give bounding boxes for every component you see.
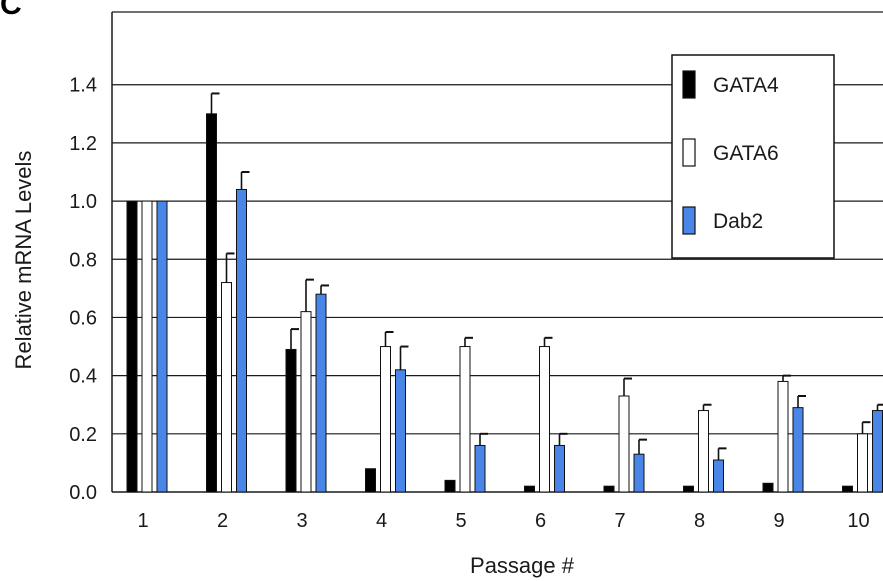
bar-dab2-1: [156, 200, 168, 493]
bar-gata6-2: [221, 282, 232, 493]
x-tick-label: 1: [137, 510, 148, 532]
bar-gata4-8: [683, 485, 694, 493]
y-tick-label: 0.4: [69, 366, 97, 388]
bar-gata6-7: [618, 395, 630, 493]
legend-box: [671, 54, 835, 259]
bar-dab2-3: [315, 293, 327, 493]
bar-gata4-2: [206, 113, 217, 493]
bars: [126, 92, 883, 493]
y-tick-label: 1.2: [69, 133, 97, 155]
bar-gata6-1: [141, 200, 153, 493]
x-tick-label: 3: [296, 510, 307, 532]
bar-gata4-6: [524, 485, 535, 493]
bar-dab2-5: [474, 444, 486, 493]
legend-label-gata6: GATA6: [713, 142, 779, 165]
bar-dab2-8: [713, 459, 724, 493]
bar-gata6-9: [777, 380, 789, 493]
y-tick-labels: 0.0 0.2 0.4 0.6 0.8 1.0 1.2 1.4: [69, 75, 97, 504]
bar-dab2-10: [872, 410, 883, 493]
bar-dab2-6: [554, 444, 565, 493]
bar-gata4-1: [126, 200, 138, 493]
bar-gata6-4: [380, 346, 391, 493]
bar-gata6-8: [698, 410, 709, 493]
legend-label-gata4: GATA4: [713, 74, 779, 97]
bar-gata4-4: [365, 468, 376, 493]
bar-gata4-9: [762, 482, 774, 493]
bar-dab2-4: [395, 369, 406, 493]
bar-dab2-2: [236, 188, 247, 493]
x-axis-title: Passage #: [470, 553, 575, 578]
bar-gata6-5: [459, 346, 471, 493]
bar-gata6-6: [539, 346, 550, 493]
y-tick-label: 1.4: [69, 75, 97, 97]
x-tick-labels: 1 2 3 4 5 6 7 8 9 10: [137, 510, 869, 532]
x-tick-label: 2: [217, 510, 228, 532]
x-tick-label: 5: [455, 510, 466, 532]
legend-label-dab2: Dab2: [713, 210, 763, 233]
x-tick-label: 10: [847, 510, 869, 532]
y-tick-label: 0.2: [69, 424, 97, 446]
y-tick-label: 0.0: [69, 482, 97, 504]
bar-gata4-10: [842, 485, 853, 493]
x-tick-label: 8: [694, 510, 705, 532]
y-tick-label: 1.0: [69, 191, 97, 213]
bar-dab2-9: [792, 407, 804, 493]
legend: GATA4 GATA6 Dab2: [671, 54, 835, 259]
legend-swatch-gata4: [682, 70, 696, 99]
y-axis-title: Relative mRNA Levels: [11, 151, 36, 370]
y-tick-label: 0.8: [69, 249, 97, 271]
bar-gata4-7: [603, 485, 615, 493]
panel-label: C: [0, 0, 22, 21]
bar-gata6-10: [857, 433, 868, 493]
x-tick-label: 4: [376, 510, 387, 532]
legend-swatch-dab2: [682, 206, 696, 235]
legend-swatch-gata6: [682, 138, 696, 167]
x-tick-label: 9: [773, 510, 784, 532]
bar-dab2-7: [633, 453, 645, 493]
bar-gata4-5: [444, 479, 456, 493]
x-tick-label: 6: [535, 510, 546, 532]
bar-gata6-3: [300, 311, 312, 493]
bar-gata4-3: [285, 348, 297, 493]
x-tick-label: 7: [614, 510, 625, 532]
y-tick-label: 0.6: [69, 307, 97, 329]
